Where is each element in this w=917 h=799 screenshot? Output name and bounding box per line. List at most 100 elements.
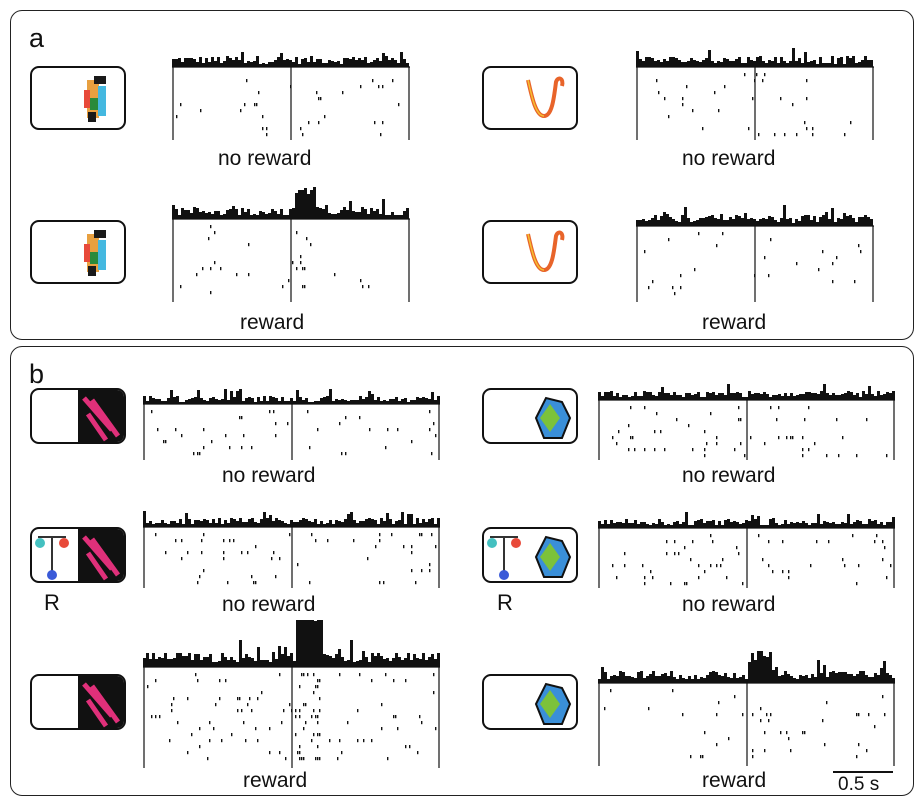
spike-tick xyxy=(780,731,782,735)
spike-tick xyxy=(200,109,202,113)
histogram-bin xyxy=(640,522,643,528)
raster-plot-b3 xyxy=(143,498,440,588)
spike-tick xyxy=(796,262,798,266)
histogram-bin xyxy=(155,399,158,404)
histogram-bin xyxy=(802,394,805,400)
histogram-bin xyxy=(880,395,883,400)
histogram-bin xyxy=(203,400,206,404)
histogram-bin xyxy=(259,64,262,67)
histogram-bin xyxy=(835,395,838,400)
histogram-bin xyxy=(167,398,170,404)
histogram-bin xyxy=(733,673,736,683)
pink-figure-icon xyxy=(78,676,124,728)
histogram-bin xyxy=(410,400,413,404)
spike-tick xyxy=(433,691,435,695)
histogram-bin xyxy=(768,216,771,226)
spike-tick xyxy=(307,410,309,414)
histogram-bin xyxy=(835,524,838,528)
histogram-bin xyxy=(247,61,250,67)
histogram-bin xyxy=(352,211,355,219)
spike-tick xyxy=(203,428,205,432)
spike-tick xyxy=(165,551,167,555)
spike-tick xyxy=(704,731,706,735)
histogram-bin xyxy=(825,63,828,67)
spike-tick xyxy=(415,581,417,585)
histogram-bin xyxy=(185,400,188,404)
histogram-bin xyxy=(769,652,772,683)
histogram-bin xyxy=(298,190,301,219)
spike-tick xyxy=(371,679,373,683)
spike-tick xyxy=(374,121,376,125)
histogram-bin xyxy=(861,217,864,226)
histogram-bin xyxy=(197,654,200,667)
spike-tick xyxy=(231,733,233,737)
spike-tick xyxy=(682,97,684,101)
histogram-bin xyxy=(431,654,434,667)
histogram-bin xyxy=(819,217,822,226)
spike-tick xyxy=(796,133,798,137)
histogram-bin xyxy=(880,668,883,683)
spike-tick xyxy=(176,115,178,119)
panel-a-letter: a xyxy=(29,23,45,53)
histogram-bin xyxy=(185,513,188,527)
spike-tick xyxy=(856,582,858,586)
spike-tick xyxy=(824,743,826,747)
histogram-bin xyxy=(645,57,648,67)
histogram-bin xyxy=(275,398,278,404)
histogram-bin xyxy=(883,394,886,400)
spike-tick xyxy=(764,731,766,735)
histogram-bin xyxy=(840,57,843,67)
histogram-bin xyxy=(182,524,185,527)
histogram-bin xyxy=(317,401,320,404)
spike-tick xyxy=(710,564,712,568)
spike-tick xyxy=(844,564,846,568)
spike-tick xyxy=(367,557,369,561)
histogram-bin xyxy=(708,216,711,226)
spike-tick xyxy=(802,454,804,458)
spike-tick xyxy=(357,709,359,713)
histogram-bin xyxy=(828,63,831,67)
spike-tick xyxy=(433,422,435,426)
histogram-bin xyxy=(220,215,223,219)
histogram-bin xyxy=(625,395,628,400)
histogram-bin xyxy=(841,394,844,400)
spike-tick xyxy=(247,551,249,555)
histogram-bin xyxy=(783,205,786,226)
histogram-bin xyxy=(706,521,709,528)
histogram-bin xyxy=(376,58,379,67)
histogram-bin xyxy=(403,59,406,67)
spike-tick xyxy=(219,679,221,683)
histogram-bin xyxy=(268,62,271,67)
histogram-bin xyxy=(272,521,275,527)
histogram-bin xyxy=(874,396,877,400)
spike-tick xyxy=(254,103,256,107)
histogram-bin xyxy=(784,520,787,528)
histogram-bin xyxy=(877,675,880,683)
histogram-bin xyxy=(877,391,880,400)
histogram-bin xyxy=(184,210,187,219)
spike-tick xyxy=(616,442,618,446)
spike-tick xyxy=(257,739,259,743)
raster-svg xyxy=(598,651,895,766)
histogram-bin xyxy=(283,60,286,67)
histogram-bin xyxy=(340,210,343,219)
histogram-bin xyxy=(230,391,233,404)
histogram-bin xyxy=(434,400,437,404)
spike-tick xyxy=(884,713,886,717)
spike-tick xyxy=(362,285,364,289)
histogram-bin xyxy=(772,670,775,683)
spike-tick xyxy=(151,715,153,719)
histogram-bin xyxy=(816,222,819,226)
histogram-bin xyxy=(646,524,649,528)
histogram-bin xyxy=(733,521,736,528)
histogram-bin xyxy=(247,209,250,219)
histogram-bin xyxy=(604,392,607,400)
histogram-bin xyxy=(382,199,385,219)
spike-tick xyxy=(375,545,377,549)
histogram-bin xyxy=(263,512,266,527)
histogram-bin xyxy=(769,519,772,528)
spike-tick xyxy=(704,430,706,434)
histogram-bin xyxy=(684,62,687,67)
spike-tick xyxy=(209,721,211,725)
histogram-bin xyxy=(391,58,394,67)
